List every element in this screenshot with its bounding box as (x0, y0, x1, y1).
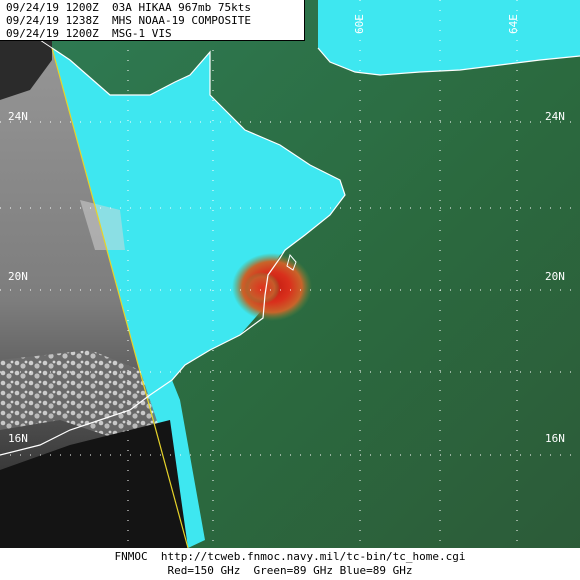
footer-source-line: FNMOC http://tcweb.fnmoc.navy.mil/tc-bin… (114, 550, 466, 563)
lat-lon-grid (0, 0, 580, 548)
oman-land-cyan (52, 48, 345, 548)
lon-label-64e: 64E (507, 14, 520, 34)
header-line-3: 09/24/19 1200Z MSG-1 VIS (6, 27, 172, 40)
cloud-patch (80, 200, 125, 250)
iran-land-cyan (318, 0, 580, 75)
iran-coastline (317, 47, 580, 76)
image-footer: FNMOC http://tcweb.fnmoc.navy.mil/tc-bin… (0, 548, 580, 580)
arabia-coastline (0, 47, 346, 456)
swath-edge-line (51, 47, 189, 549)
masirah-island (286, 253, 297, 271)
gulf-of-aden-dark (0, 420, 188, 548)
lat-label-20n-left: 20N (8, 270, 28, 283)
lat-label-24n-left: 24N (8, 110, 28, 123)
lon-label-60e: 60E (353, 14, 366, 34)
footer-channel-legend: Red=150 GHz Green=89 GHz Blue=89 GHz (167, 564, 413, 577)
image-header: 09/24/19 1200Z 03A HIKAA 967mb 75kts 09/… (0, 0, 305, 41)
lat-label-20n-right: 20N (545, 270, 565, 283)
header-line-2: 09/24/19 1238Z MHS NOAA-19 COMPOSITE (6, 14, 252, 27)
lat-label-16n-left: 16N (8, 432, 28, 445)
header-line-1: 09/24/19 1200Z 03A HIKAA 967mb 75kts (6, 1, 252, 14)
storm-eyewall (244, 272, 280, 304)
lat-label-24n-right: 24N (545, 110, 565, 123)
lat-label-16n-right: 16N (545, 432, 565, 445)
